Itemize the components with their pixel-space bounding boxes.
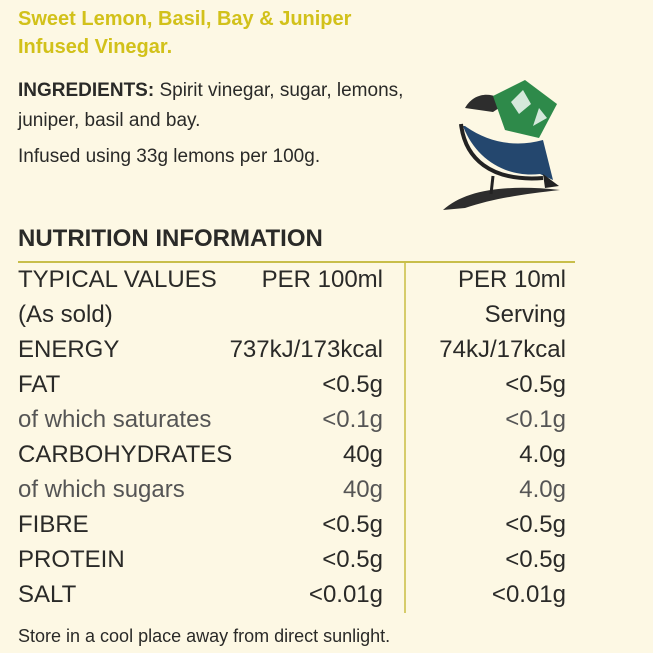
table-cell: (As sold): [18, 301, 113, 328]
table-cell: <0.1g: [505, 406, 566, 433]
table-cell: of which sugars: [18, 476, 185, 503]
table-row: FIBRE <0.5g <0.5g: [18, 511, 568, 546]
table-cell: 74kJ/17kcal: [439, 336, 566, 363]
table-cell: PER 100ml: [261, 266, 383, 293]
table-cell: <0.5g: [322, 511, 383, 538]
title-line: Sweet Lemon, Basil, Bay & Juniper: [18, 8, 352, 30]
table-row: TYPICAL VALUES PER 100ml PER 10ml: [18, 266, 568, 301]
table-cell: 4.0g: [519, 441, 566, 468]
table-cell: <0.5g: [505, 511, 566, 538]
column-divider: [404, 263, 406, 613]
table-cell: FAT: [18, 371, 61, 398]
table-cell: <0.01g: [491, 581, 566, 608]
infusion: Infused using 33g lemons per 100g.: [18, 146, 321, 167]
table-cell: <0.5g: [505, 546, 566, 573]
table-cell: FIBRE: [18, 511, 89, 538]
table-cell: <0.01g: [308, 581, 383, 608]
table-cell: <0.5g: [322, 546, 383, 573]
table-row: SALT <0.01g <0.01g: [18, 581, 568, 616]
table-cell: ENERGY: [18, 336, 120, 363]
table-cell: PROTEIN: [18, 546, 125, 573]
table-cell: <0.1g: [322, 406, 383, 433]
table-row: PROTEIN <0.5g <0.5g: [18, 546, 568, 581]
table-cell: <0.5g: [505, 371, 566, 398]
table-cell: PER 10ml: [457, 266, 566, 293]
table-row: CARBOHYDRATES 40g 4.0g: [18, 441, 568, 476]
table-cell: CARBOHYDRATES: [18, 441, 233, 468]
table-row: of which sugars 40g 4.0g: [18, 476, 568, 511]
table-cell: Serving: [484, 301, 566, 328]
ingredients-label: INGREDIENTS:: [18, 80, 155, 101]
heading-rule: [18, 261, 575, 263]
table-cell: <0.5g: [322, 371, 383, 398]
table-cell: TYPICAL VALUES: [18, 266, 217, 293]
table-cell: 4.0g: [519, 476, 566, 503]
ingredients-text: Spirit vinegar, sugar, lemons, juniper, …: [18, 80, 404, 131]
table-cell: of which saturates: [18, 406, 212, 433]
title-line: Infused Vinegar.: [18, 36, 173, 58]
table-cell: 40g: [342, 476, 383, 503]
table-row: ENERGY 737kJ/173kcal 74kJ/17kcal: [18, 336, 568, 371]
table-cell: 40g: [342, 441, 383, 468]
bird-illustration: [443, 80, 560, 210]
table-row: of which saturates <0.1g <0.1g: [18, 406, 568, 441]
table-cell: SALT: [18, 581, 77, 608]
table-row: FAT <0.5g <0.5g: [18, 371, 568, 406]
footer: Store in a cool place away from direct s…: [18, 626, 391, 646]
ingredients: INGREDIENTS: Spirit vinegar, sugar, lemo…: [18, 76, 418, 136]
table-row: (As sold) Serving: [18, 301, 568, 336]
nutrition-heading: NUTRITION INFORMATION: [18, 225, 323, 252]
table-cell: 737kJ/173kcal: [229, 336, 383, 363]
